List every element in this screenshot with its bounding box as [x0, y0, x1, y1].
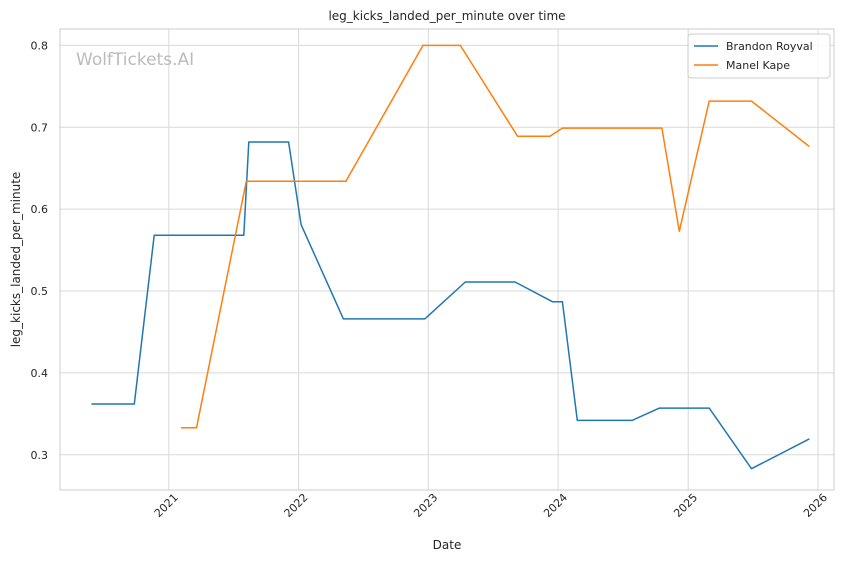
y-tick-label: 0.4: [31, 367, 49, 380]
legend-entry-label: Manel Kape: [726, 59, 790, 72]
y-tick-label: 0.3: [31, 449, 49, 462]
series-lines: [91, 44, 810, 470]
series-line-brandon-royval: [91, 141, 810, 470]
legend-box: [687, 33, 831, 79]
x-axis-label: Date: [433, 538, 462, 552]
y-axis-label: leg_kicks_landed_per_minute: [9, 172, 23, 348]
y-tick-label: 0.6: [31, 203, 49, 216]
series-line-manel-kape: [180, 44, 810, 429]
chart-title: leg_kicks_landed_per_minute over time: [328, 9, 565, 23]
watermark-text: WolfTickets.AI: [76, 50, 194, 70]
legend: Brandon Royval Manel Kape: [687, 33, 831, 79]
y-tick-label: 0.7: [31, 121, 49, 134]
y-tick-label: 0.8: [31, 39, 49, 52]
y-tick-label: 0.5: [31, 285, 49, 298]
legend-entry-label: Brandon Royval: [726, 40, 813, 53]
plot-area-frame: [59, 28, 835, 491]
